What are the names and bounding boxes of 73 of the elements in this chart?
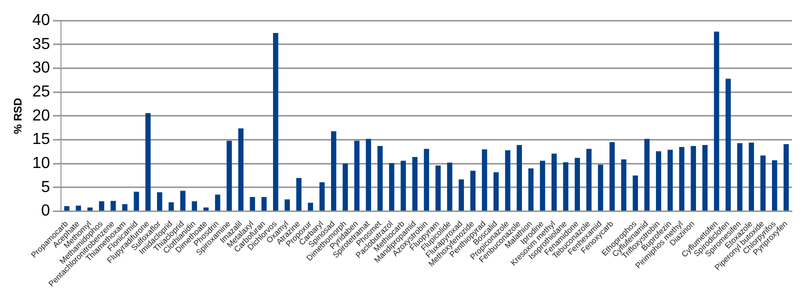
bar [690,146,696,211]
y-tick-label: 40 [32,12,50,30]
bar [644,138,650,211]
bar [784,144,789,211]
bar [737,143,742,211]
bar [64,206,70,211]
bar [412,156,418,211]
y-tick-label: 5 [41,178,50,196]
bar [679,146,684,211]
bar [157,192,162,211]
bar [505,150,510,211]
y-tick-label: 0 [41,202,50,220]
bar [377,146,383,211]
bar [563,162,568,211]
bar [261,197,267,211]
bar [354,140,360,211]
bar [273,32,278,211]
bar [714,32,720,211]
bar [610,142,615,211]
bar [435,166,441,211]
bar [342,164,348,211]
bar [656,151,662,211]
bar [726,78,731,211]
bar [145,113,151,211]
bar [470,170,476,211]
bar [528,168,534,211]
y-tick-label: 30 [32,60,50,77]
bar [76,206,82,211]
bar [134,192,140,211]
bar [250,197,256,211]
bar [702,145,708,211]
y-tick-label: 20 [32,107,50,124]
bar [516,145,522,211]
bar [215,194,220,211]
bar [598,164,604,211]
bar [447,162,452,211]
bar [424,148,430,211]
bar [180,190,186,211]
bar [110,200,116,211]
bar [122,204,128,211]
bar [296,178,302,211]
bar [574,158,580,211]
bar [632,176,638,211]
bar [319,182,325,211]
y-tick-label: 25 [32,84,50,101]
bar [760,156,766,211]
bar [772,160,778,211]
bar [238,128,244,211]
bar [621,159,626,211]
bar [226,140,232,211]
bar [192,201,198,211]
bar [552,154,557,211]
bar [540,160,546,211]
bar [482,149,488,211]
y-tick-label: 15 [32,131,50,148]
bar [389,163,394,211]
bar [168,202,174,211]
bar [494,172,499,211]
bar [586,148,592,211]
bar [400,160,406,211]
bar [284,199,290,211]
bar [308,202,314,211]
y-axis-title: % RSD [12,98,25,134]
bar [99,201,104,211]
y-tick-label: 35 [32,36,50,53]
bar [203,208,209,211]
bar [366,138,372,211]
y-tick-label: 10 [32,155,50,172]
bar [748,142,754,211]
bar [668,150,673,211]
bar [458,179,464,211]
bar [331,131,336,211]
bar [87,208,93,211]
